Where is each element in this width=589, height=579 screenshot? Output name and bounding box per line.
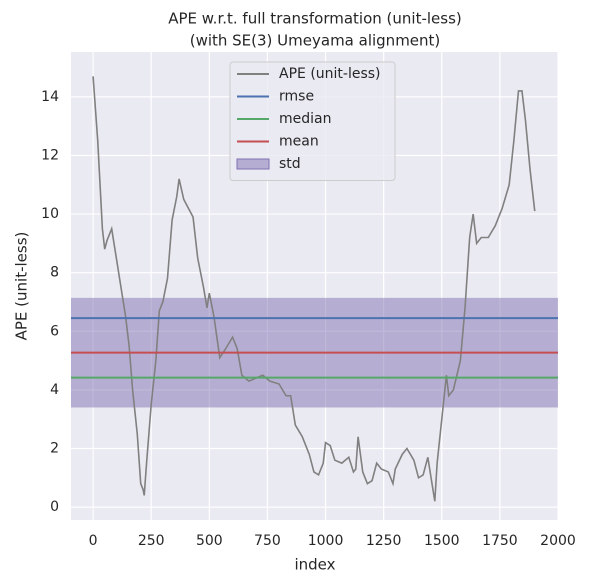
y-tick-label: 14 xyxy=(41,89,59,105)
x-tick-label: 1000 xyxy=(308,533,344,549)
legend-box xyxy=(229,61,396,181)
legend-label: median xyxy=(279,111,331,127)
x-tick-label: 750 xyxy=(254,533,281,549)
ape-line xyxy=(92,76,536,502)
x-tick-label: 1250 xyxy=(366,533,402,549)
y-tick-label: 6 xyxy=(50,323,59,339)
y-tick-label: 8 xyxy=(50,265,59,281)
x-tick-label: 0 xyxy=(89,533,98,549)
legend-label: mean xyxy=(279,134,319,150)
marks xyxy=(71,76,558,502)
grid xyxy=(71,52,559,520)
y-tick-label: 10 xyxy=(41,206,59,222)
x-tick-label: 2000 xyxy=(540,533,576,549)
legend-label: APE (unit-less) xyxy=(279,66,381,82)
legend: APE (unit-less) rmse median mean std xyxy=(229,61,396,181)
x-tick-label: 250 xyxy=(138,533,165,549)
x-axis-label: index xyxy=(294,556,335,574)
legend-label: rmse xyxy=(279,89,314,105)
legend-label: std xyxy=(279,156,301,172)
y-tick-label: 4 xyxy=(50,382,59,398)
y-axis-label: APE (unit-less) xyxy=(13,232,31,341)
y-tick-label: 12 xyxy=(41,147,59,163)
x-tick-label: 1750 xyxy=(482,533,518,549)
legend-swatch xyxy=(236,158,270,170)
x-tick-label: 1500 xyxy=(424,533,460,549)
x-tick-label: 500 xyxy=(196,533,223,549)
y-tick-label: 0 xyxy=(50,499,59,515)
y-tick-label: 2 xyxy=(50,440,59,456)
chart-title: APE w.r.t. full transformation (unit-les… xyxy=(168,10,462,28)
chart-subtitle: (with SE(3) Umeyama alignment) xyxy=(190,32,441,50)
